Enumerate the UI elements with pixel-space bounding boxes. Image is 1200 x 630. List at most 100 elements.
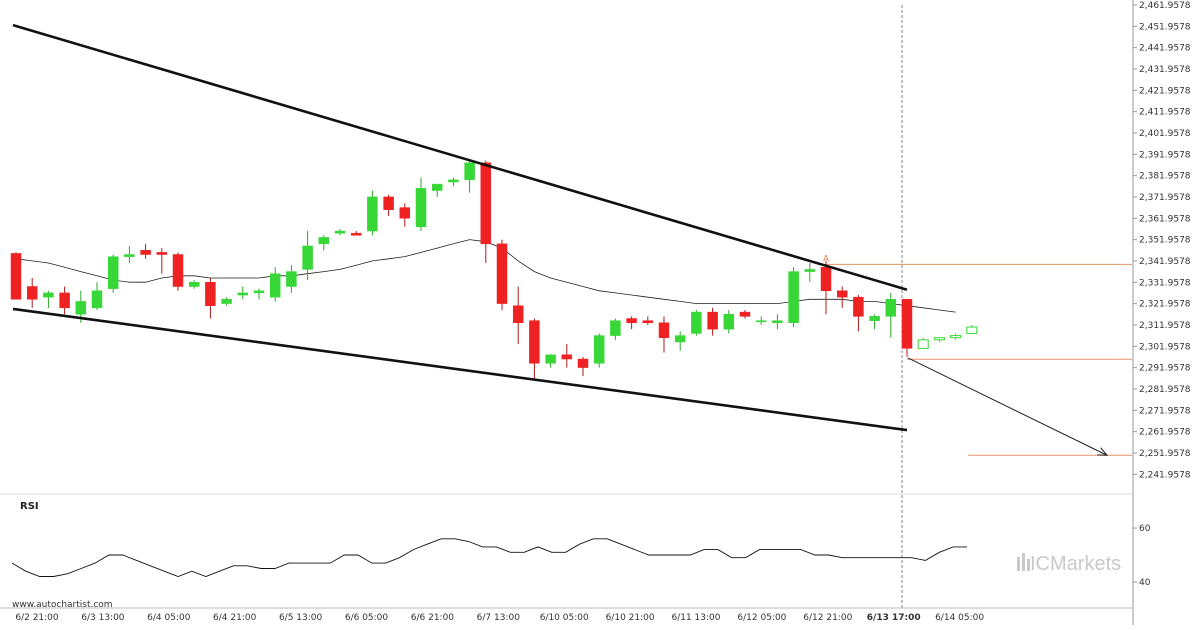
price-tick-label: 2,241.9578 [1139,470,1191,480]
candle-body [966,326,978,334]
candle-body [431,183,443,191]
candle-body [43,292,54,298]
candle-body [286,271,297,287]
price-tick-label: 2,451.9578 [1139,22,1191,32]
price-tick-label: 2,291.9578 [1139,364,1191,374]
candle-body [156,252,168,255]
source-label: www.autochartist.com [12,600,113,610]
candle-body [399,207,411,219]
candle-body [91,290,103,309]
candle-body [593,335,605,364]
forecast-arrow-head [1097,447,1109,456]
candle-body [269,273,281,298]
candle-body [707,311,718,330]
candle-body [723,313,735,330]
bars-logo-icon [1017,553,1030,571]
watermark-text: ICMarkets [1030,553,1121,575]
candle-body [480,162,492,245]
candle-body [869,316,880,321]
candle-body [512,305,524,324]
candle-body [205,281,216,306]
candle-body [610,320,621,336]
candle-body [658,322,670,338]
candle-body [237,292,249,296]
wedge-lower-line [12,307,908,432]
price-tick-label: 2,341.9578 [1139,257,1191,267]
candle-body [820,267,832,292]
rsi-tick-label: 60 [1139,524,1151,534]
price-tick-label: 2,381.9578 [1139,172,1191,182]
candle-body [302,245,313,270]
time-tick-label: 6/12 05:00 [737,613,786,623]
candle-body [755,320,767,323]
time-tick-label: 6/10 05:00 [540,613,589,623]
time-tick-label: 6/4 21:00 [213,613,257,623]
candle-body [674,335,686,343]
price-tick-label: 2,351.9578 [1139,236,1191,246]
candle-body [75,301,87,315]
candle-body [529,320,540,364]
candle-body [415,188,427,228]
candle-body [107,256,119,289]
time-axis: 6/2 21:00 6/3 13:00 6/4 05:00 6/4 21:00 6/5 … [0,607,1133,623]
forecast-arrow-line [907,357,1108,456]
candle-body [253,290,265,294]
price-tick-label: 2,401.9578 [1139,129,1191,139]
price-tick-label: 2,301.9578 [1139,342,1191,352]
watermark-bar [1022,553,1025,571]
price-tick-label: 2,251.9578 [1139,449,1191,459]
time-tick-label: 6/12 21:00 [803,613,852,623]
time-tick-label: 6/4 05:00 [147,613,191,623]
candle-body [691,311,702,334]
watermark: ICMarkets [1017,553,1121,575]
candle-body [772,320,783,324]
rsi-tick-label: 40 [1139,578,1151,588]
candles [10,160,978,381]
time-tick-label: 6/7 13:00 [477,613,521,623]
candle-body [59,292,70,309]
candle-body [561,354,573,360]
marker-letter: A [823,253,829,263]
candle-body [917,339,929,349]
candle-body [172,254,184,287]
candle-body [642,320,654,324]
time-tick-label: 6/6 05:00 [345,613,389,623]
time-tick-label: 6/10 21:00 [606,613,655,623]
wedge-pattern: A [12,23,908,432]
time-tick-label: 6/6 21:00 [411,613,455,623]
rsi-line [11,538,967,577]
time-tick-label: 6/2 21:00 [15,613,59,623]
candle-body [836,290,848,298]
price-tick-label: 2,391.9578 [1139,150,1191,160]
price-tick-label: 2,431.9578 [1139,65,1191,75]
price-tick-label: 2,311.9578 [1139,321,1191,331]
candle-body [885,299,897,317]
candle-body [124,254,135,257]
candle-body [626,318,637,324]
candle-body [901,299,913,349]
time-tick-label: 6/11 13:00 [671,613,720,623]
price-axis: 2,461.9578 2,451.9578 2,441.9578 2,431.9578… [1132,0,1191,625]
candle-body [383,196,394,210]
rsi-panel [11,538,967,577]
candle-body [318,237,330,245]
time-tick-label: 6/5 13:00 [279,613,323,623]
watermark-bar [1017,557,1020,571]
candle-body [26,286,38,300]
rsi-title: RSI [20,501,39,512]
candle-body [853,296,864,317]
candle-body [367,196,378,232]
candle-body [140,249,151,255]
forecast [907,357,1109,456]
candle-body [545,354,556,364]
candle-body [221,299,232,304]
candle-body [788,271,799,324]
candle-body [448,179,459,183]
candle-body [739,311,751,317]
price-tick-label: 2,461.9578 [1139,1,1191,11]
wedge-upper-line [12,23,908,291]
candle-body [350,232,362,236]
rsi-axis: 60 40 [0,493,1151,588]
candle-body [334,230,346,234]
